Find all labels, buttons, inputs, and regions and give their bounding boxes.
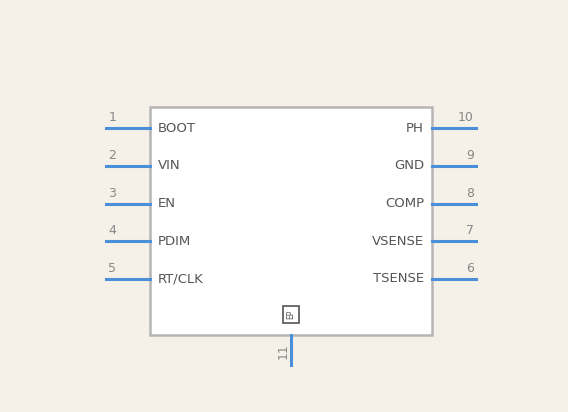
Text: 3: 3 bbox=[108, 187, 116, 200]
Text: PH: PH bbox=[406, 122, 424, 135]
Text: TSENSE: TSENSE bbox=[373, 272, 424, 286]
Text: PDIM: PDIM bbox=[158, 235, 191, 248]
Text: 7: 7 bbox=[466, 225, 474, 237]
Text: BOOT: BOOT bbox=[158, 122, 196, 135]
Text: GND: GND bbox=[394, 159, 424, 173]
Text: 4: 4 bbox=[108, 225, 116, 237]
Text: VIN: VIN bbox=[158, 159, 181, 173]
Text: 6: 6 bbox=[466, 262, 474, 275]
Text: COMP: COMP bbox=[385, 197, 424, 210]
Bar bbox=[283, 306, 299, 323]
Text: 1: 1 bbox=[108, 111, 116, 124]
Text: 5: 5 bbox=[108, 262, 116, 275]
Text: EN: EN bbox=[158, 197, 176, 210]
Text: VSENSE: VSENSE bbox=[372, 235, 424, 248]
Text: 10: 10 bbox=[458, 111, 474, 124]
Text: 8: 8 bbox=[466, 187, 474, 200]
Text: EP: EP bbox=[287, 310, 295, 319]
Text: 9: 9 bbox=[466, 149, 474, 162]
Bar bbox=[150, 107, 432, 335]
Text: 11: 11 bbox=[277, 343, 290, 359]
Text: 2: 2 bbox=[108, 149, 116, 162]
Text: RT/CLK: RT/CLK bbox=[158, 272, 204, 286]
